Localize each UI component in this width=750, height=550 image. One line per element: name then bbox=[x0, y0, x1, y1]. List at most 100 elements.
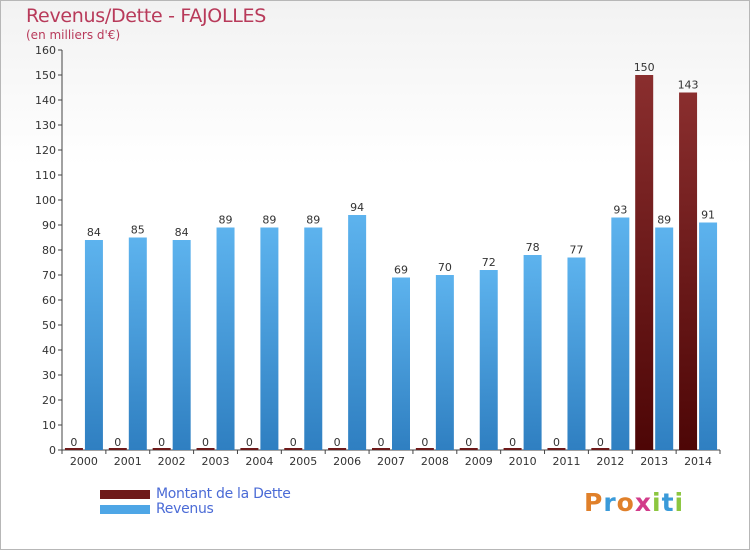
revenue-bar bbox=[172, 240, 191, 450]
revenue-value-label: 69 bbox=[394, 264, 408, 277]
revenue-bar bbox=[699, 222, 718, 450]
x-tick-label: 2011 bbox=[552, 455, 580, 468]
y-tick-label: 140 bbox=[35, 94, 56, 107]
x-tick-label: 2002 bbox=[158, 455, 186, 468]
debt-value-label: 0 bbox=[334, 436, 341, 449]
y-tick-label: 60 bbox=[42, 294, 56, 307]
y-tick-label: 120 bbox=[35, 144, 56, 157]
y-tick-label: 130 bbox=[35, 119, 56, 132]
debt-bar bbox=[679, 92, 698, 450]
debt-value-label: 0 bbox=[597, 436, 604, 449]
revenue-bar bbox=[655, 227, 674, 450]
revenue-value-label: 70 bbox=[438, 261, 452, 274]
y-tick-label: 150 bbox=[35, 69, 56, 82]
revenue-value-label: 93 bbox=[613, 204, 627, 217]
y-tick-label: 90 bbox=[42, 219, 56, 232]
debt-value-label: 0 bbox=[290, 436, 297, 449]
revenue-bar bbox=[611, 217, 630, 450]
revenue-value-label: 77 bbox=[569, 244, 583, 257]
debt-bar bbox=[152, 448, 171, 450]
revenue-value-label: 91 bbox=[701, 209, 715, 222]
revenue-value-label: 89 bbox=[306, 214, 320, 227]
x-tick-label: 2012 bbox=[596, 455, 624, 468]
x-tick-label: 2006 bbox=[333, 455, 361, 468]
revenue-bar bbox=[567, 257, 586, 450]
debt-value-label: 0 bbox=[114, 436, 121, 449]
chart-subtitle: (en milliers d'€) bbox=[26, 28, 121, 42]
y-tick-label: 0 bbox=[49, 444, 56, 457]
debt-value-label: 0 bbox=[158, 436, 165, 449]
legend-label-revenue: Revenus bbox=[156, 501, 214, 517]
revenue-bar bbox=[392, 277, 410, 450]
y-tick-label: 110 bbox=[35, 169, 56, 182]
legend-item-revenue: Revenus bbox=[100, 501, 214, 517]
x-tick-label: 2010 bbox=[509, 455, 537, 468]
revenue-bar bbox=[348, 215, 367, 450]
debt-bar bbox=[547, 448, 566, 450]
proxiti-logo: Proxiti bbox=[584, 488, 685, 517]
revenue-bar bbox=[260, 227, 279, 450]
debt-bar bbox=[415, 448, 434, 450]
debt-value-label: 0 bbox=[70, 436, 77, 449]
debt-bar bbox=[328, 448, 347, 450]
revenue-value-label: 89 bbox=[262, 214, 276, 227]
legend-swatch-revenue bbox=[100, 504, 150, 514]
debt-bar bbox=[108, 448, 127, 450]
debt-bar bbox=[284, 448, 303, 450]
x-tick-label: 2014 bbox=[684, 455, 712, 468]
debt-bar bbox=[64, 448, 83, 450]
x-tick-label: 2005 bbox=[289, 455, 317, 468]
y-tick-label: 20 bbox=[42, 394, 56, 407]
debt-value-label: 143 bbox=[678, 79, 699, 92]
y-tick-label: 50 bbox=[42, 319, 56, 332]
x-tick-label: 2003 bbox=[202, 455, 230, 468]
y-tick-label: 40 bbox=[42, 344, 56, 357]
revenue-bar bbox=[216, 227, 235, 450]
debt-bar bbox=[196, 448, 215, 450]
debt-bar bbox=[591, 448, 610, 450]
y-tick-label: 100 bbox=[35, 194, 56, 207]
debt-value-label: 0 bbox=[246, 436, 253, 449]
debt-bar bbox=[503, 448, 522, 450]
revenue-value-label: 78 bbox=[526, 241, 540, 254]
revenue-value-label: 84 bbox=[87, 226, 101, 239]
revenue-bar bbox=[128, 237, 147, 450]
debt-bar bbox=[459, 448, 478, 450]
debt-value-label: 0 bbox=[553, 436, 560, 449]
revenue-bar bbox=[479, 270, 498, 450]
y-tick-label: 70 bbox=[42, 269, 56, 282]
debt-bar bbox=[240, 448, 259, 450]
debt-bar bbox=[635, 75, 654, 450]
revenue-bar bbox=[304, 227, 323, 450]
y-tick-label: 30 bbox=[42, 369, 56, 382]
y-tick-label: 80 bbox=[42, 244, 56, 257]
legend-item-debt: Montant de la Dette bbox=[100, 486, 291, 502]
revenue-value-label: 89 bbox=[219, 214, 233, 227]
revenue-value-label: 89 bbox=[657, 214, 671, 227]
x-tick-label: 2013 bbox=[640, 455, 668, 468]
revenue-bar bbox=[84, 240, 103, 450]
x-tick-label: 2008 bbox=[421, 455, 449, 468]
debt-value-label: 0 bbox=[509, 436, 516, 449]
x-tick-label: 2001 bbox=[114, 455, 142, 468]
revenue-value-label: 84 bbox=[175, 226, 189, 239]
debt-bar bbox=[372, 448, 390, 450]
debt-value-label: 0 bbox=[202, 436, 209, 449]
y-tick-label: 160 bbox=[35, 44, 56, 57]
y-tick-label: 10 bbox=[42, 419, 56, 432]
x-tick-label: 2007 bbox=[377, 455, 405, 468]
x-tick-label: 2004 bbox=[245, 455, 273, 468]
debt-value-label: 0 bbox=[465, 436, 472, 449]
revenue-bar bbox=[523, 255, 542, 450]
debt-value-label: 0 bbox=[378, 436, 385, 449]
x-tick-label: 2009 bbox=[465, 455, 493, 468]
revenue-value-label: 85 bbox=[131, 224, 145, 237]
legend-swatch-debt bbox=[100, 489, 150, 499]
legend-label-debt: Montant de la Dette bbox=[156, 486, 291, 502]
revenue-value-label: 72 bbox=[482, 256, 496, 269]
debt-value-label: 0 bbox=[421, 436, 428, 449]
revenue-value-label: 94 bbox=[350, 201, 364, 214]
debt-value-label: 150 bbox=[634, 61, 655, 74]
chart-title: Revenus/Dette - FAJOLLES bbox=[26, 5, 266, 27]
